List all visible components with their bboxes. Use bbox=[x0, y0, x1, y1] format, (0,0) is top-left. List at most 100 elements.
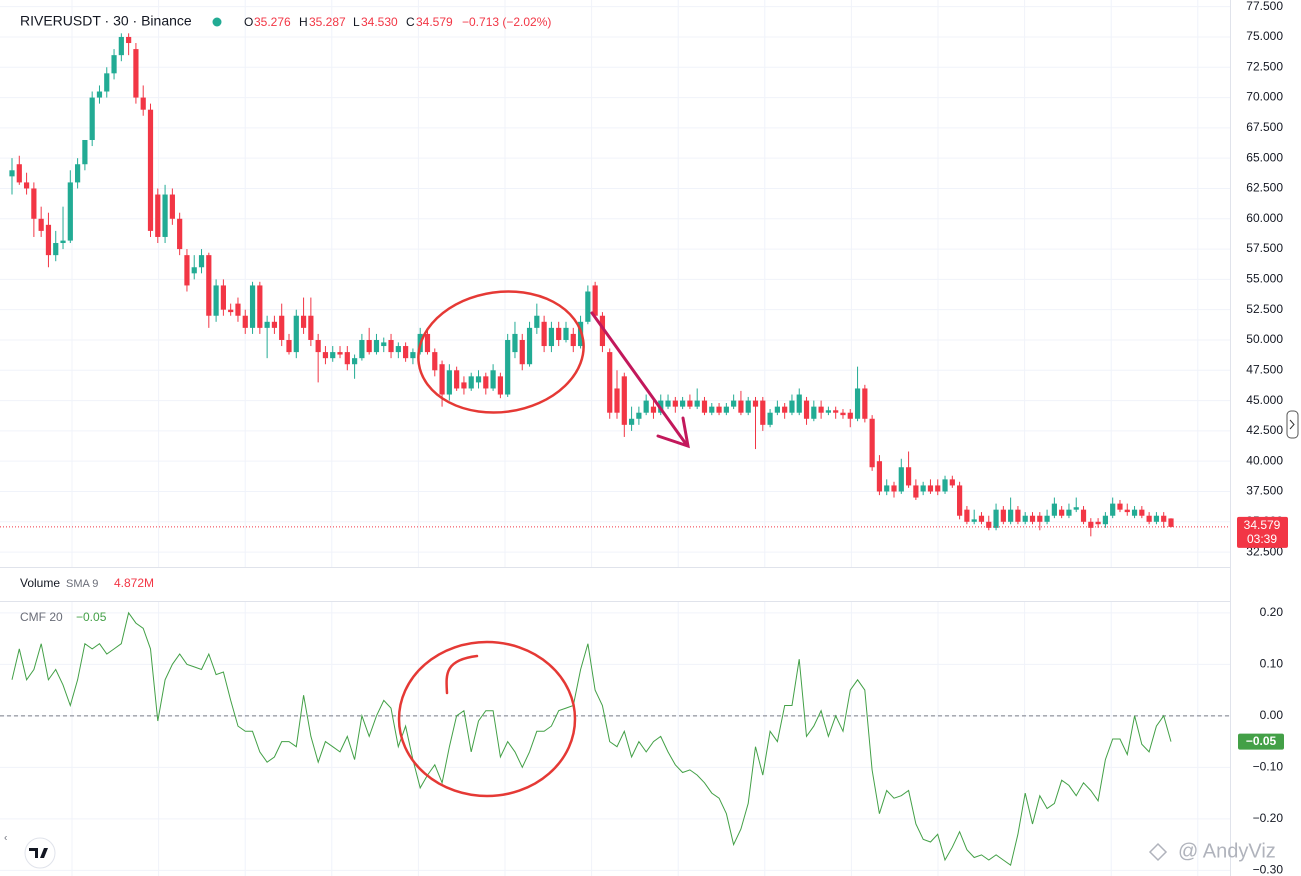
candle-body bbox=[257, 285, 263, 328]
candle-body bbox=[687, 400, 693, 407]
y-tick-label: −0.30 bbox=[1253, 863, 1284, 876]
candle-body bbox=[650, 406, 657, 413]
y-tick-label: 47.500 bbox=[1246, 362, 1283, 376]
candle-body bbox=[300, 315, 307, 328]
annotation-hook bbox=[445, 654, 479, 695]
candle-body bbox=[1168, 518, 1174, 527]
candle-body bbox=[869, 418, 875, 468]
watermark-icon bbox=[1148, 842, 1168, 862]
candle-body bbox=[526, 327, 533, 365]
candle-body bbox=[432, 352, 438, 371]
candle-body bbox=[155, 194, 161, 237]
candle-body bbox=[1146, 515, 1152, 522]
indicator-name[interactable]: CMF 20 bbox=[20, 610, 63, 624]
candle-body bbox=[249, 285, 256, 328]
candle-body bbox=[1044, 515, 1050, 522]
candle-body bbox=[242, 315, 248, 328]
annotation-arrow bbox=[590, 311, 690, 449]
candle-body bbox=[665, 400, 671, 407]
left-collapse[interactable]: ‹ bbox=[4, 833, 7, 844]
candle-body bbox=[862, 388, 868, 419]
candle-body bbox=[541, 321, 547, 347]
y-tick-label: 75.000 bbox=[1246, 29, 1283, 43]
candle-body bbox=[898, 467, 904, 492]
y-tick-label: 72.500 bbox=[1246, 59, 1283, 73]
candle-body bbox=[563, 327, 569, 340]
candle-body bbox=[1015, 509, 1021, 522]
candle-body bbox=[381, 342, 387, 347]
scroll-handle-icon bbox=[1289, 419, 1295, 430]
candle-body bbox=[1117, 503, 1123, 510]
candle-body bbox=[1095, 521, 1101, 525]
candle-body bbox=[1124, 509, 1130, 513]
candle-body bbox=[964, 509, 970, 522]
candle-body bbox=[67, 182, 73, 241]
candle-body bbox=[403, 346, 409, 359]
candle-body bbox=[1073, 507, 1079, 510]
candle-body bbox=[45, 224, 52, 256]
candle-body bbox=[126, 36, 132, 44]
candle-body bbox=[293, 315, 299, 353]
candle-body bbox=[75, 164, 81, 183]
bar-countdown: 03:39 bbox=[1247, 532, 1277, 546]
candle-body bbox=[89, 97, 95, 140]
scroll-handle[interactable] bbox=[1286, 410, 1299, 439]
candle-body bbox=[475, 376, 482, 383]
candle-body bbox=[169, 194, 175, 219]
candle-body bbox=[701, 400, 708, 413]
y-tick-label: 62.500 bbox=[1246, 181, 1283, 195]
candle-body bbox=[1102, 515, 1108, 525]
candle-body bbox=[548, 327, 555, 347]
candle-body bbox=[971, 519, 977, 522]
ohlc-value: 35.276 bbox=[254, 15, 291, 29]
candle-body bbox=[891, 485, 897, 492]
market-status-dot[interactable] bbox=[212, 17, 222, 27]
pane bbox=[0, 6, 1230, 553]
y-tick-label: 37.500 bbox=[1246, 484, 1283, 498]
candle-body bbox=[315, 339, 321, 353]
y-tick-label: −0.20 bbox=[1253, 811, 1284, 825]
y-tick-label: 45.000 bbox=[1246, 393, 1283, 407]
pane bbox=[0, 611, 1230, 871]
candle-body bbox=[709, 406, 715, 413]
candle-body bbox=[96, 91, 103, 98]
candle-body bbox=[585, 291, 591, 322]
tv-logo-mark bbox=[29, 848, 48, 858]
candle-body bbox=[1008, 509, 1014, 522]
volume-sma: SMA 9 bbox=[66, 578, 98, 590]
candle-body bbox=[286, 339, 292, 353]
candle-body bbox=[716, 406, 722, 413]
candle-body bbox=[1051, 503, 1057, 516]
last-price-badge bbox=[1237, 516, 1288, 548]
ohlc-key: L bbox=[353, 15, 360, 29]
tv-logo[interactable] bbox=[24, 837, 56, 869]
y-tick-label: 65.000 bbox=[1246, 150, 1283, 164]
indicator-value: −0.05 bbox=[76, 610, 107, 624]
symbol-title: RIVERUSDT · 30 · Binance bbox=[20, 13, 192, 29]
candle-body bbox=[395, 346, 401, 353]
y-tick-label: 52.500 bbox=[1246, 302, 1283, 316]
annotation-circle bbox=[417, 290, 585, 414]
candle-body bbox=[643, 400, 649, 413]
y-tick-label: 60.000 bbox=[1246, 211, 1283, 225]
time-grid bbox=[71, 0, 1199, 876]
candle-body bbox=[388, 339, 394, 353]
candle-body bbox=[184, 255, 190, 286]
candle-body bbox=[1161, 515, 1167, 522]
volume-sma-value: 4.872M bbox=[114, 576, 154, 590]
candle-body bbox=[505, 339, 511, 395]
candle-body bbox=[330, 352, 336, 359]
candle-body bbox=[497, 376, 503, 395]
candle-body bbox=[279, 315, 285, 340]
volume-title[interactable]: Volume bbox=[20, 576, 60, 590]
candle-body bbox=[1080, 509, 1087, 522]
y-tick-label: 50.000 bbox=[1246, 332, 1283, 346]
candle-body bbox=[162, 194, 168, 237]
indicator-badge-label: −0.05 bbox=[1246, 734, 1277, 748]
candle-body bbox=[621, 376, 627, 425]
ohlc-key: C bbox=[406, 15, 415, 29]
candle-body bbox=[424, 333, 431, 353]
candle-body bbox=[1110, 503, 1116, 516]
candle-body bbox=[118, 36, 124, 56]
candle-body bbox=[818, 406, 824, 413]
